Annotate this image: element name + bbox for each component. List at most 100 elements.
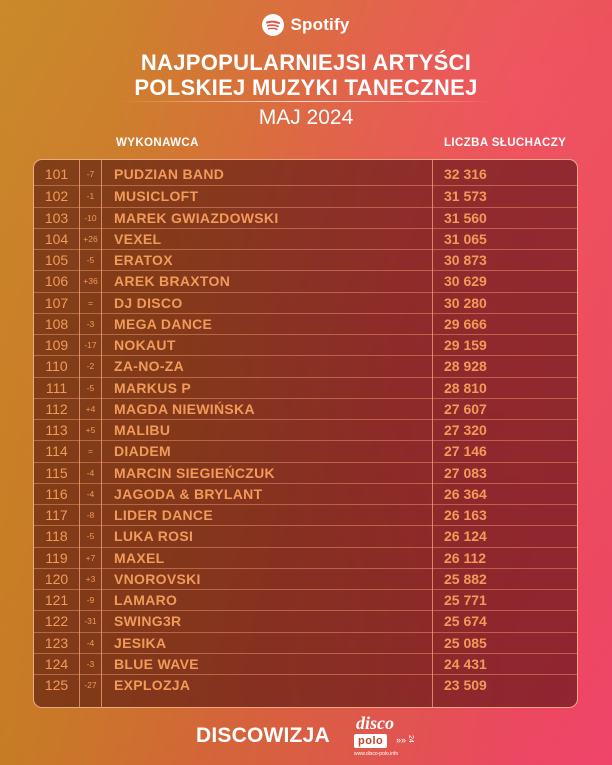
table-row: 109 -17 NOKAUT 29 159	[34, 334, 577, 355]
change-cell: -9	[86, 595, 95, 605]
disco-polo-logo-number: 24	[407, 735, 414, 743]
change-cell: +26	[83, 233, 98, 244]
rank-cell: 125	[44, 677, 69, 693]
change-cell: -10	[84, 212, 97, 223]
rank-cell: 115	[45, 464, 68, 481]
rank-cell: 119	[45, 549, 68, 566]
change-cell: -3	[86, 318, 95, 329]
rank-cell: 107	[44, 294, 69, 311]
listeners-cell: 27 083	[444, 464, 487, 481]
change-cell: -27	[84, 680, 97, 690]
table-row: 121 -9 LAMARO 25 771	[34, 589, 577, 610]
change-cell: =	[88, 446, 93, 457]
title-divider	[118, 101, 494, 102]
table-row: 123 -4 JESIKA 25 085	[34, 631, 577, 653]
artist-cell: MEGA DANCE	[114, 315, 213, 332]
table-row: 116 -4 JAGODA & BRYLANT 26 364	[34, 482, 577, 504]
rank-cell: 106	[44, 273, 69, 290]
listeners-cell: 25 771	[444, 592, 487, 608]
change-cell: -5	[86, 382, 95, 393]
rank-cell: 101	[44, 166, 69, 182]
listeners-cell: 27 146	[444, 443, 487, 460]
artist-cell: MARKUS P	[114, 379, 192, 396]
change-cell: -4	[86, 488, 95, 499]
listeners-cell: 28 928	[444, 358, 487, 375]
listeners-cell: 26 112	[444, 549, 487, 566]
artist-cell: EXPLOZJA	[114, 677, 191, 693]
column-header-artist: WYKONAWCA	[116, 137, 199, 149]
rank-cell: 108	[44, 315, 69, 332]
artist-cell: JAGODA & BRYLANT	[114, 485, 263, 502]
artist-cell: ZA-NO-ZA	[114, 358, 185, 375]
rank-cell: 121	[44, 592, 69, 608]
artist-cell: MAGDA NIEWIŃSKA	[114, 400, 255, 417]
rank-cell: 104	[44, 230, 69, 247]
artist-cell: MARCIN SIEGIEŃCZUK	[114, 464, 275, 481]
artist-cell: DJ DISCO	[114, 294, 183, 311]
artist-cell: LUKA ROSI	[114, 528, 194, 545]
spotify-icon	[262, 14, 285, 36]
table-row: 110 -2 ZA-NO-ZA 28 928	[34, 355, 577, 376]
listeners-cell: 26 364	[444, 485, 487, 502]
listeners-cell: 32 316	[444, 166, 487, 182]
listeners-cell: 29 666	[444, 315, 487, 332]
change-cell: -7	[86, 169, 95, 179]
rank-cell: 105	[44, 252, 69, 268]
change-cell: +3	[85, 573, 96, 584]
column-divider	[101, 160, 102, 707]
listeners-cell: 30 873	[444, 252, 487, 268]
listeners-cell: 30 280	[444, 294, 487, 311]
change-cell: +7	[85, 552, 96, 563]
listeners-cell: 26 163	[444, 507, 487, 523]
change-cell: -31	[84, 616, 97, 627]
spotify-logo: Spotify	[0, 14, 612, 36]
disco-polo-logo: disco polo »» 24 www.disco-polo.info	[352, 713, 414, 759]
listeners-cell: 31 065	[444, 230, 487, 247]
table-row: 120 +3 VNOROVSKI 25 882	[34, 567, 577, 589]
listeners-cell: 25 674	[444, 613, 487, 630]
rank-cell: 120	[44, 570, 69, 587]
artist-cell: DIADEM	[114, 443, 172, 460]
listeners-cell: 27 607	[444, 400, 487, 417]
artist-cell: BLUE WAVE	[114, 655, 199, 672]
page-title-line2: POLSKIEJ MUZYKI TANECZNEJ	[134, 75, 478, 100]
artist-cell: ERATOX	[114, 252, 173, 268]
table-row: 114 = DIADEM 27 146	[34, 440, 577, 461]
rank-cell: 113	[45, 422, 68, 438]
rank-cell: 103	[44, 209, 69, 226]
table-row: 124 -3 BLUE WAVE 24 431	[34, 652, 577, 674]
change-cell: +4	[85, 403, 96, 414]
change-cell: -4	[86, 637, 95, 648]
table-row: 107 = DJ DISCO 30 280	[34, 291, 577, 313]
table-row: 103 -10 MAREK GWIAZDOWSKI 31 560	[34, 206, 577, 228]
change-cell: +36	[83, 276, 98, 287]
column-divider	[432, 160, 433, 707]
table-row: 113 +5 MALIBU 27 320	[34, 419, 577, 440]
disco-polo-logo-mid: polo	[354, 734, 388, 748]
table-row: 111 -5 MARKUS P 28 810	[34, 376, 577, 398]
rank-cell: 109	[44, 337, 69, 353]
rank-cell: 110	[45, 358, 68, 375]
change-cell: -2	[86, 361, 95, 372]
change-cell: -5	[86, 531, 95, 542]
table-row: 108 -3 MEGA DANCE 29 666	[34, 312, 577, 334]
change-cell: -1	[86, 191, 95, 202]
table-row: 102 -1 MUSICLOFT 31 573	[34, 185, 577, 206]
table-row: 119 +7 MAXEL 26 112	[34, 546, 577, 568]
rank-cell: 112	[45, 400, 68, 417]
listeners-cell: 23 509	[444, 677, 487, 693]
listeners-cell: 30 629	[444, 273, 487, 290]
artist-cell: MALIBU	[114, 422, 171, 438]
listeners-cell: 31 573	[444, 188, 487, 205]
table-row: 125 -27 EXPLOZJA 23 509	[34, 674, 577, 695]
rank-cell: 111	[45, 379, 68, 396]
table-row: 106 +36 AREK BRAXTON 30 629	[34, 270, 577, 291]
rank-cell: 118	[45, 528, 68, 545]
rank-cell: 102	[44, 188, 69, 205]
listeners-cell: 25 085	[444, 634, 487, 651]
rank-cell: 124	[44, 655, 69, 672]
artist-cell: VNOROVSKI	[114, 570, 201, 587]
listeners-cell: 29 159	[444, 337, 487, 353]
artist-cell: MAXEL	[114, 549, 165, 566]
artist-cell: SWING3R	[114, 613, 182, 630]
